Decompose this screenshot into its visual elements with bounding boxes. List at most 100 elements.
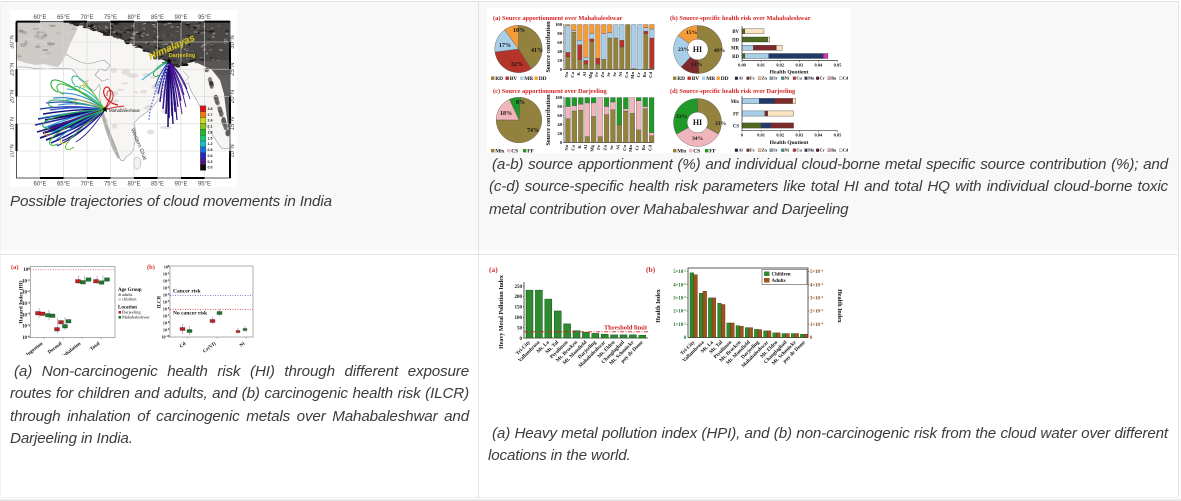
svg-text:80: 80	[557, 104, 562, 109]
svg-text:10-4: 10-4	[22, 312, 30, 319]
svg-text:70°E: 70°E	[80, 182, 93, 188]
svg-text:FF: FF	[709, 149, 716, 154]
svg-text:FF: FF	[733, 112, 739, 117]
svg-text:10°N: 10°N	[230, 144, 236, 157]
svg-text:Health Index: Health Index	[656, 289, 662, 323]
svg-text:5×10-2: 5×10-2	[673, 269, 686, 276]
svg-text:Sr: Sr	[773, 76, 777, 81]
svg-text:8%: 8%	[516, 100, 525, 106]
svg-text:100: 100	[23, 267, 30, 274]
svg-text:Age Group: Age Group	[118, 288, 142, 293]
svg-text:BV: BV	[732, 30, 739, 35]
svg-text:HI: HI	[693, 45, 702, 54]
svg-text:2.4: 2.4	[208, 119, 213, 123]
svg-text:100: 100	[555, 22, 563, 27]
svg-text:50: 50	[517, 326, 523, 331]
svg-text:13%: 13%	[691, 62, 703, 68]
svg-text:Fe: Fe	[596, 145, 601, 150]
svg-text:10-9: 10-9	[163, 327, 170, 333]
svg-text:0: 0	[560, 67, 563, 72]
svg-text:Fe: Fe	[750, 148, 755, 153]
svg-text:90°E: 90°E	[174, 182, 187, 188]
svg-text:children: children	[122, 297, 137, 302]
svg-text:RD: RD	[495, 76, 503, 82]
svg-text:Health Quotient: Health Quotient	[770, 140, 809, 146]
svg-text:Sr: Sr	[609, 145, 614, 150]
svg-text:33%: 33%	[676, 114, 688, 120]
svg-text:Cr: Cr	[820, 148, 825, 153]
svg-text:CS: CS	[511, 149, 518, 154]
svg-text:Ni: Ni	[785, 76, 790, 81]
svg-text:25°N: 25°N	[10, 62, 16, 75]
svg-text:Ba: Ba	[831, 76, 837, 81]
svg-text:0.05: 0.05	[834, 133, 842, 138]
svg-text:75°E: 75°E	[104, 182, 117, 188]
svg-text:20°N: 20°N	[10, 90, 16, 103]
svg-text:10-7: 10-7	[163, 313, 170, 319]
svg-text:(c) Source apportionment over: (c) Source apportionment over Darjeeling	[493, 88, 608, 95]
svg-text:Se: Se	[612, 72, 617, 77]
svg-text:Ba: Ba	[831, 148, 837, 153]
svg-text:RD: RD	[677, 76, 685, 82]
svg-text:2.7: 2.7	[208, 113, 213, 117]
svg-text:17%: 17%	[499, 43, 511, 49]
svg-text:100: 100	[555, 95, 563, 100]
svg-text:(a): (a)	[11, 264, 19, 271]
svg-text:10-5: 10-5	[22, 323, 30, 330]
svg-text:1.8: 1.8	[208, 130, 213, 134]
svg-text:Zn: Zn	[762, 76, 768, 81]
svg-text:CS: CS	[693, 149, 700, 154]
svg-text:0: 0	[560, 140, 563, 145]
svg-text:Al: Al	[583, 144, 588, 149]
svg-text:32%: 32%	[511, 62, 523, 68]
svg-text:(d) Source-specific health ri: (d) Source-specific health risk over Dar…	[670, 88, 796, 95]
svg-text:10-10: 10-10	[161, 334, 169, 340]
svg-text:RD: RD	[732, 55, 739, 60]
svg-text:Darjeeling: Darjeeling	[122, 310, 141, 315]
svg-text:0.04: 0.04	[815, 63, 823, 68]
svg-text:0: 0	[810, 336, 813, 341]
svg-text:K: K	[576, 72, 581, 76]
svg-text:Ba: Ba	[642, 71, 647, 77]
svg-text:Mahabaleshwar: Mahabaleshwar	[122, 315, 150, 320]
svg-text:Location: Location	[118, 306, 137, 311]
svg-text:200: 200	[515, 295, 523, 300]
svg-text:0.0: 0.0	[208, 166, 213, 170]
svg-text:Children: Children	[772, 273, 791, 278]
svg-text:60: 60	[557, 40, 562, 45]
svg-text:0: 0	[520, 337, 523, 342]
svg-text:Sr: Sr	[606, 72, 611, 77]
svg-text:MR: MR	[524, 76, 533, 82]
svg-text:No cancer risk: No cancer risk	[173, 311, 208, 317]
svg-text:Cu: Cu	[796, 148, 802, 153]
svg-text:70°E: 70°E	[80, 15, 93, 21]
svg-text:Zn: Zn	[762, 148, 768, 153]
svg-text:34%: 34%	[692, 136, 704, 142]
svg-text:Na: Na	[564, 144, 569, 150]
svg-text:CS: CS	[733, 124, 739, 129]
svg-text:18%: 18%	[500, 111, 512, 117]
svg-text:1.2: 1.2	[208, 142, 213, 146]
svg-text:DD: DD	[721, 76, 729, 82]
svg-text:15%: 15%	[686, 30, 698, 36]
svg-text:Mix: Mix	[495, 149, 505, 154]
svg-text:(b): (b)	[646, 265, 656, 274]
svg-text:(b): (b)	[147, 264, 155, 271]
svg-text:40: 40	[557, 49, 562, 54]
svg-text:85°E: 85°E	[151, 182, 164, 188]
svg-text:Mix: Mix	[731, 100, 740, 105]
svg-text:Mn: Mn	[630, 72, 635, 79]
svg-text:4×10-4: 4×10-4	[810, 282, 823, 289]
svg-text:80°E: 80°E	[127, 182, 140, 188]
svg-text:Source contribution: Source contribution	[546, 94, 552, 146]
svg-text:25°N: 25°N	[230, 62, 236, 75]
svg-text:20°N: 20°N	[230, 90, 236, 103]
svg-text:0.03: 0.03	[795, 63, 803, 68]
svg-text:150: 150	[515, 306, 523, 311]
svg-text:Ni: Ni	[239, 341, 246, 348]
svg-text:74%: 74%	[527, 128, 539, 134]
svg-text:10°N: 10°N	[10, 144, 16, 157]
svg-text:Mn: Mn	[808, 148, 815, 153]
svg-text:Al: Al	[582, 71, 587, 76]
svg-text:Na: Na	[564, 71, 569, 77]
